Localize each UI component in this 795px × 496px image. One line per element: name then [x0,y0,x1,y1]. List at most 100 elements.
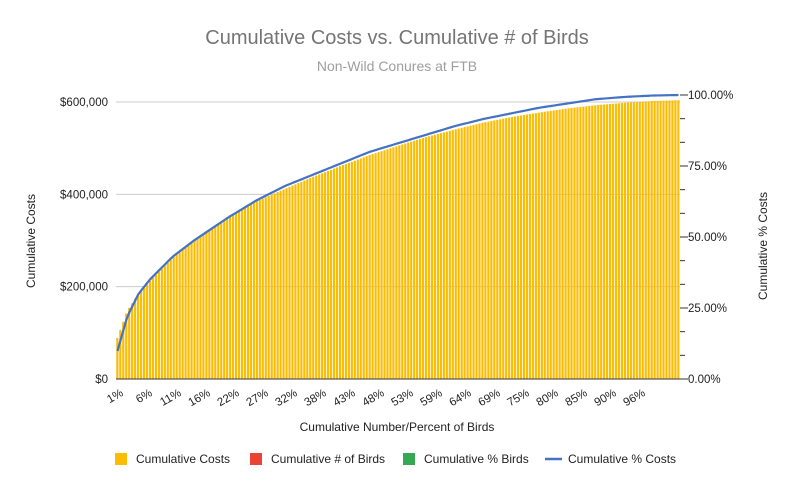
cost-bar [665,101,667,379]
cost-bar [392,147,394,379]
cost-bar [351,162,353,379]
cost-bar [425,137,427,379]
x-tick-label: 48% [361,387,387,409]
cost-bar [306,179,308,379]
x-tick-label: 75% [506,387,532,409]
cost-bar [244,207,246,379]
cost-bar [600,105,602,379]
cost-bar [265,197,267,379]
x-tick-label: 90% [593,387,619,409]
cost-bar [401,144,403,379]
cost-bar [570,108,572,379]
cost-bar [576,107,578,379]
cost-bar [446,132,448,379]
cost-bar [315,176,317,379]
cost-bar [280,191,282,379]
cost-bar [369,155,371,379]
cost-bar [520,116,522,379]
bars-group [116,100,679,379]
cost-bar [517,116,519,379]
cost-bar [167,263,169,379]
cost-bar [434,135,436,379]
x-tick-label: 85% [564,387,590,409]
x-tick-label: 11% [158,387,183,408]
cost-bar [612,104,614,379]
cost-bar [277,192,279,379]
cost-bar [410,142,412,379]
cost-bar [226,217,228,379]
cost-bar [428,136,430,379]
x-tick-label: 53% [390,387,416,409]
x-tick-label: 38% [303,387,329,409]
cost-bar [490,121,492,379]
cost-bar [431,136,433,379]
cost-bar [559,110,561,379]
cost-bar [416,140,418,379]
cost-bar [309,178,311,379]
cost-bar [327,171,329,379]
cost-bar [223,219,225,379]
cost-bar [134,299,136,379]
cost-bar [556,110,558,379]
cost-bar [567,108,569,379]
x-axis-title: Cumulative Number/Percent of Birds [300,420,495,434]
cost-bar [116,338,118,379]
cost-bar [161,269,163,379]
cost-bar [452,130,454,379]
legend: Cumulative Costs Cumulative # of Birds Cum… [115,452,676,466]
cost-bar [268,196,270,379]
cost-bar [502,119,504,379]
cost-bar [297,183,299,379]
y2-axis-title: Cumulative % Costs [756,192,770,300]
cost-bar [505,118,507,379]
legend-label: Cumulative Costs [136,452,230,466]
legend-label: Cumulative # of Birds [271,452,385,466]
cost-bar [232,214,234,379]
cost-bar [404,144,406,379]
cost-bar [668,100,670,379]
cost-bar [478,124,480,379]
cost-bar [645,101,647,379]
x-tick-label: 32% [274,387,300,409]
cost-bar [357,160,359,379]
x-tick-label: 16% [187,387,213,409]
cost-bar [312,177,314,379]
legend-label: Cumulative % Birds [424,452,529,466]
x-tick-label: 69% [477,387,503,409]
cost-bar [149,281,151,379]
cost-bar [250,204,252,379]
cost-bar [630,102,632,379]
cost-bar [496,120,498,379]
cost-bar [413,141,415,379]
cost-bar [389,148,391,379]
cost-bar [345,164,347,379]
y2-tick-label: 100.00% [688,90,733,102]
cost-bar [170,260,172,379]
x-tick-label: 59% [419,387,445,409]
legend-swatch [403,453,415,465]
x-tick-label: 80% [535,387,561,409]
cost-bar [146,284,148,379]
chart-title: Cumulative Costs vs. Cumulative # of Bir… [205,27,588,49]
cost-bar [131,303,133,379]
cost-bar [591,106,593,379]
y-tick-label: $600,000 [60,97,108,109]
cost-bar [383,150,385,379]
cost-bar [193,241,195,379]
cost-bar [336,167,338,379]
cost-bar [285,188,287,379]
cost-bar [217,224,219,379]
cost-bar [674,100,676,379]
cost-bar [199,236,201,379]
cost-bar [407,143,409,379]
cost-bar [241,209,243,379]
x-tick-label: 22% [216,387,242,409]
cost-bar [514,117,516,379]
cost-bar [636,102,638,379]
cost-bar [291,186,293,379]
cost-bar [579,107,581,379]
cost-bar [238,211,240,379]
y-tick-label: $400,000 [60,189,108,201]
cost-bar [588,106,590,379]
